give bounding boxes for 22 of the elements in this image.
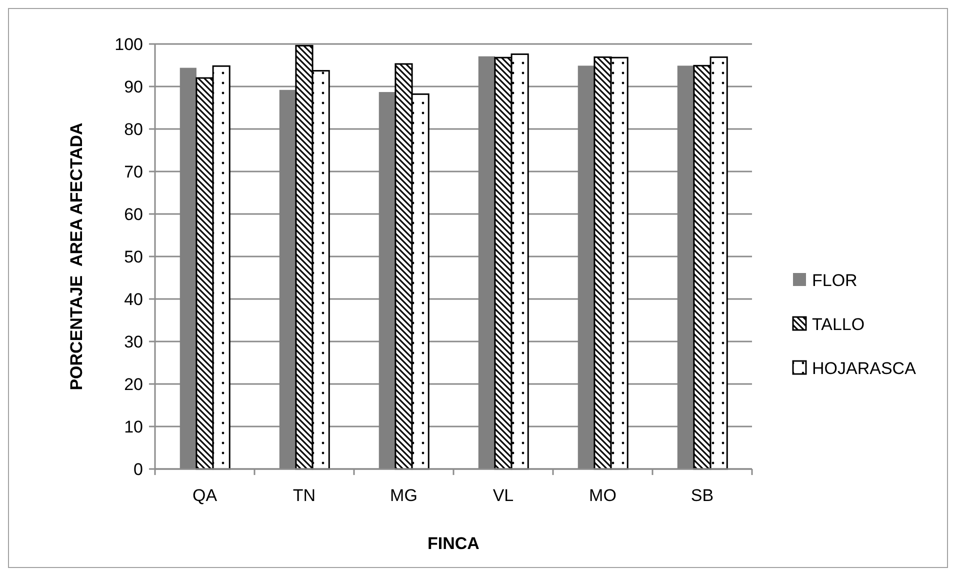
legend-label: HOJARASCA [812,358,917,378]
x-tick-label: TN [292,486,316,505]
x-tick-label: SB [690,486,714,505]
x-tick-label: QA [192,486,218,505]
x-axis-title: FINCA [428,534,480,553]
y-tick-label: 50 [124,247,143,266]
y-axis-title: PORCENTAJE AREA AFECTADA [67,122,86,390]
x-tick-label: MO [589,486,616,505]
x-tick-label: VL [492,486,514,505]
y-tick-label: 70 [124,162,143,182]
y-tick-label: 90 [124,77,143,96]
y-tick-label: 30 [124,332,143,352]
y-tick-label: 40 [124,290,143,309]
y-tick-label: 60 [124,204,143,224]
y-tick-label: 80 [124,120,143,139]
legend-label: TALLO [812,314,865,334]
y-tick-label: 100 [114,34,143,54]
legend-label: FLOR [812,270,858,290]
y-tick-label: 20 [124,374,143,394]
y-tick-label: 0 [134,460,143,479]
y-tick-label: 10 [124,417,143,436]
x-tick-label: MG [390,486,418,505]
